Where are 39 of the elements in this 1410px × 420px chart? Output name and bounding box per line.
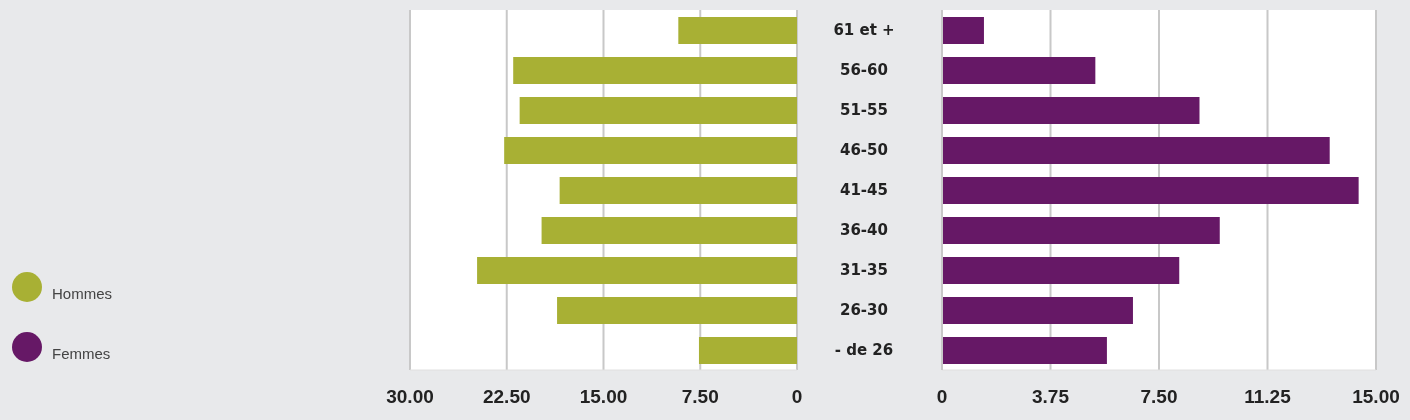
bar xyxy=(942,297,1133,324)
bar xyxy=(559,177,797,204)
x-tick-label: 15.00 xyxy=(579,386,628,408)
bar xyxy=(698,337,797,364)
x-tick-label: 3.75 xyxy=(1032,386,1070,408)
bar xyxy=(942,17,984,44)
bar xyxy=(519,97,797,124)
y-tick-label: 31-35 xyxy=(840,261,888,280)
y-tick-label: 51-55 xyxy=(840,101,888,120)
y-tick-label: - de 26 xyxy=(834,341,894,360)
bar xyxy=(942,337,1107,364)
bar xyxy=(942,177,1359,204)
bar xyxy=(557,297,797,324)
y-tick-label: 41-45 xyxy=(840,181,888,200)
x-tick-label: 11.25 xyxy=(1244,386,1292,408)
x-tick-label: 30.00 xyxy=(386,386,434,408)
bar xyxy=(942,257,1180,284)
bar xyxy=(942,217,1220,244)
legend-label: Hommes xyxy=(52,285,113,302)
bar xyxy=(541,217,797,244)
bar xyxy=(513,57,797,84)
legend-label: Femmes xyxy=(52,345,111,362)
x-tick-label: 0 xyxy=(936,386,948,408)
bar xyxy=(942,137,1330,164)
x-tick-label: 7.50 xyxy=(681,386,719,408)
bar xyxy=(504,137,797,164)
bar xyxy=(678,17,797,44)
x-tick-label: 22.50 xyxy=(482,386,531,408)
y-tick-label: 26-30 xyxy=(840,301,888,320)
bar xyxy=(942,57,1096,84)
x-tick-label: 15.00 xyxy=(1352,386,1400,408)
y-tick-label: 61 et + xyxy=(833,21,895,40)
y-tick-label: 56-60 xyxy=(840,61,888,80)
x-tick-label: 0 xyxy=(791,386,803,408)
x-tick-label: 7.50 xyxy=(1140,386,1178,408)
y-tick-label: 36-40 xyxy=(840,221,888,240)
bar xyxy=(477,257,797,284)
bar xyxy=(942,97,1200,124)
y-tick-label: 46-50 xyxy=(840,141,888,160)
